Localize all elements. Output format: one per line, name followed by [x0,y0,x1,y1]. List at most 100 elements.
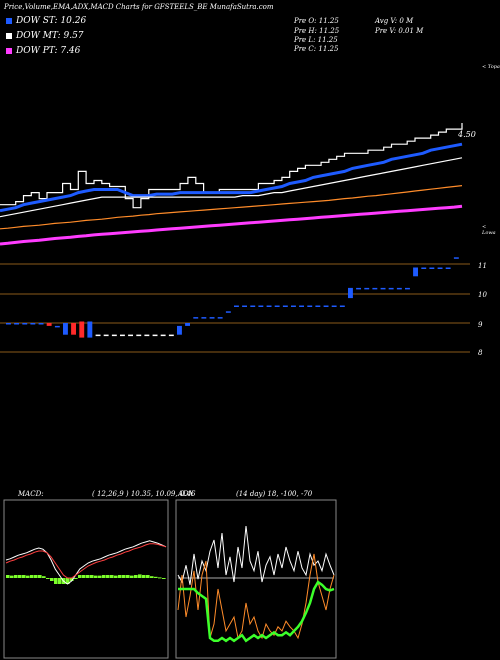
macd-hist-bar [42,576,46,578]
macd-hist-bar [54,578,58,584]
macd-hist-bar [94,575,98,578]
macd-params: ( 12,26,9 ) 10.35, 10.09, 0.46 [92,490,196,498]
ema-mid-line [0,157,463,218]
macd-hist-bar [10,575,14,578]
price-bar [234,305,239,307]
legend-st-swatch [6,18,12,24]
macd-hist-bar [150,576,154,578]
ohlc-open: Pre O: 11.25 [294,17,339,25]
macd-hist-bar [14,575,18,578]
tick-label-10: 10 [478,291,487,299]
price-bar [128,334,133,337]
lowa-label: < Lowa [482,224,496,236]
macd-hist-bar [30,575,34,578]
macd-macd-line [5,540,167,585]
macd-hist-bar [22,575,26,578]
macd-hist-bar [98,575,102,578]
ohlc-prev-volume: Pre V: 0.01 M [375,27,424,35]
legend-dow-mt: DOW MT: 9.57 [6,31,84,41]
adx-plot [177,525,335,643]
macd-hist-bar [146,575,150,578]
price-bar [291,305,296,307]
price-bar [331,305,337,307]
macd-hist-bar [18,575,22,578]
price-bar [136,334,142,337]
macd-hist-bar [34,575,38,578]
price-bar [242,305,247,307]
legend-pt-label: DOW PT: 7.46 [16,46,81,56]
price-bar [380,287,386,290]
legend-st-label: DOW ST: 10.26 [16,16,87,26]
price-line [0,123,463,209]
price-bar [315,305,321,307]
price-bar [201,317,207,319]
macd-hist-bar [70,578,74,581]
legend-pt-swatch [6,48,12,54]
ema-short-line [0,142,463,213]
topa-label: < Topa [482,64,500,70]
price-bar [46,323,52,326]
macd-hist-bar [126,575,130,578]
macd-hist-bar [74,578,78,579]
macd-hist-bar [118,575,122,578]
price-bar [144,334,150,337]
price-bar [282,305,288,307]
tick-label-11: 11 [478,262,487,270]
macd-plot [5,540,167,585]
price-bar [445,267,451,269]
macd-hist-bar [6,575,10,578]
price-bar [152,334,158,337]
macd-hist-bar [130,575,134,578]
macd-hist-bar [90,575,94,578]
ohlc-low: Pre L: 11.25 [294,36,338,44]
macd-hist-bar [122,575,126,578]
price-bar [356,287,361,290]
macd-hist-bar [46,578,50,579]
price-bar [307,305,313,307]
macd-title: MACD: [17,490,44,498]
macd-hist-bar [38,575,42,578]
price-bar [22,323,28,325]
price-bar [71,323,76,335]
price-bar [185,323,190,326]
price-bar [339,305,345,307]
ohlc-close: Pre C: 11.25 [294,45,339,53]
macd-hist-bar [82,575,86,578]
ema-pt-line [0,204,463,246]
macd-hist-bar [86,575,90,578]
price-bar [38,323,44,325]
ema-long-line [0,185,463,230]
tick-label-9: 9 [478,321,483,329]
tick-label-8: 8 [478,349,483,357]
price-bar [111,334,117,337]
adx-params: (14 day) 18, -100, -70 [236,490,313,498]
macd-hist-bar [138,574,142,578]
chart-title: Price,Volume,EMA,ADX,MACD Charts for GFS… [4,3,274,11]
adx-di-minus-line [177,553,335,640]
price-bar [250,305,256,307]
price-bar [299,305,304,307]
price-bar [63,323,68,335]
macd-hist-bar [142,575,146,578]
macd-signal-line [5,543,167,579]
price-bar [217,317,223,319]
price-bar [266,305,272,307]
price-bar [54,325,60,328]
macd-hist-bar [154,576,158,578]
macd-hist-bar [106,575,110,578]
macd-hist-bar [50,578,54,581]
price-bar [364,287,370,290]
price-bar [168,334,174,337]
price-tag: 4.50 [458,130,476,139]
macd-hist-bar [66,578,70,584]
price-bar [413,267,418,277]
price-bar [323,305,329,307]
macd-hist-bar [78,575,82,578]
price-bar [177,325,182,335]
macd-hist-bar [134,575,138,578]
price-bar [209,317,215,319]
price-bar [396,287,402,290]
price-bar [348,287,353,299]
price-bar [103,334,109,337]
price-bar [87,321,93,338]
